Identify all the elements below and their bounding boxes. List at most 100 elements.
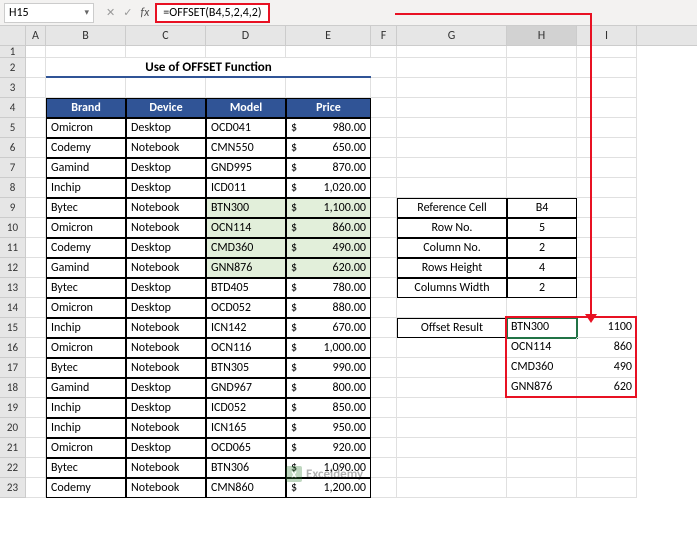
table-cell-price[interactable]: $650.00 <box>286 138 371 158</box>
cell[interactable] <box>26 238 46 258</box>
cell[interactable] <box>26 58 46 78</box>
table-cell-brand[interactable]: Omicron <box>46 438 126 458</box>
cell[interactable] <box>26 158 46 178</box>
col-header-A[interactable]: A <box>26 26 46 45</box>
cell[interactable] <box>371 318 397 338</box>
cell[interactable] <box>26 178 46 198</box>
col-header-E[interactable]: E <box>286 26 371 45</box>
cell[interactable] <box>371 378 397 398</box>
cell[interactable] <box>507 78 577 98</box>
cell[interactable] <box>397 458 507 478</box>
table-cell-price[interactable]: $850.00 <box>286 398 371 418</box>
table-cell-price[interactable]: $860.00 <box>286 218 371 238</box>
cell[interactable] <box>577 418 637 438</box>
row-header-18[interactable]: 18 <box>0 378 26 398</box>
cell[interactable] <box>371 238 397 258</box>
cell[interactable] <box>397 158 507 178</box>
col-header-G[interactable]: G <box>397 26 507 45</box>
table-cell-device[interactable]: Desktop <box>126 298 206 318</box>
table-cell-price[interactable]: $990.00 <box>286 358 371 378</box>
table-cell-brand[interactable]: Bytec <box>46 278 126 298</box>
cell[interactable] <box>371 178 397 198</box>
table-cell-brand[interactable]: Bytec <box>46 458 126 478</box>
table-cell-model[interactable]: ICD052 <box>206 398 286 418</box>
cell[interactable] <box>26 338 46 358</box>
cell[interactable] <box>26 46 46 58</box>
cell[interactable] <box>397 478 507 498</box>
cell[interactable] <box>371 118 397 138</box>
col-header-D[interactable]: D <box>206 26 286 45</box>
cell[interactable] <box>46 46 126 58</box>
table-cell-device[interactable]: Notebook <box>126 258 206 278</box>
table-cell-model[interactable]: CMD360 <box>206 238 286 258</box>
offset-result-cell[interactable]: 620 <box>577 378 637 398</box>
table-cell-model[interactable]: CMN550 <box>206 138 286 158</box>
cell[interactable] <box>507 398 577 418</box>
cell[interactable] <box>577 278 637 298</box>
table-cell-brand[interactable]: Gamind <box>46 158 126 178</box>
cell[interactable] <box>577 458 637 478</box>
table-cell-price[interactable]: $1,090.00 <box>286 458 371 478</box>
cell[interactable] <box>26 258 46 278</box>
cell[interactable] <box>371 58 397 78</box>
table-cell-price[interactable]: $670.00 <box>286 318 371 338</box>
offset-result-cell[interactable]: 1100 <box>577 318 637 338</box>
row-header-23[interactable]: 23 <box>0 478 26 498</box>
cell[interactable] <box>371 98 397 118</box>
offset-result-cell[interactable]: 860 <box>577 338 637 358</box>
cell[interactable] <box>26 278 46 298</box>
table-cell-model[interactable]: OCD041 <box>206 118 286 138</box>
cell[interactable] <box>371 358 397 378</box>
table-cell-device[interactable]: Desktop <box>126 278 206 298</box>
cell[interactable] <box>577 218 637 238</box>
row-header-4[interactable]: 4 <box>0 98 26 118</box>
table-cell-model[interactable]: ICD011 <box>206 178 286 198</box>
row-header-6[interactable]: 6 <box>0 138 26 158</box>
row-header-3[interactable]: 3 <box>0 78 26 98</box>
cell[interactable] <box>397 398 507 418</box>
table-cell-price[interactable]: $880.00 <box>286 298 371 318</box>
table-cell-price[interactable]: $950.00 <box>286 418 371 438</box>
cell[interactable] <box>577 78 637 98</box>
cell[interactable] <box>26 318 46 338</box>
table-cell-device[interactable]: Desktop <box>126 118 206 138</box>
row-header-7[interactable]: 7 <box>0 158 26 178</box>
formula-text[interactable]: =OFFSET(B4,5,2,4,2) <box>163 6 261 20</box>
cell[interactable] <box>26 478 46 498</box>
table-cell-price[interactable]: $920.00 <box>286 438 371 458</box>
cell[interactable] <box>371 338 397 358</box>
row-header-9[interactable]: 9 <box>0 198 26 218</box>
cell[interactable] <box>286 78 371 98</box>
table-cell-model[interactable]: OCD065 <box>206 438 286 458</box>
row-header-21[interactable]: 21 <box>0 438 26 458</box>
table-cell-model[interactable]: BTN300 <box>206 198 286 218</box>
table-cell-price[interactable]: $1,000.00 <box>286 338 371 358</box>
table-cell-price[interactable]: $870.00 <box>286 158 371 178</box>
table-cell-brand[interactable]: Omicron <box>46 218 126 238</box>
cell[interactable] <box>371 458 397 478</box>
table-cell-brand[interactable]: Inchip <box>46 398 126 418</box>
row-header-14[interactable]: 14 <box>0 298 26 318</box>
row-header-22[interactable]: 22 <box>0 458 26 478</box>
cell[interactable] <box>371 418 397 438</box>
cell[interactable] <box>507 98 577 118</box>
cell[interactable] <box>577 438 637 458</box>
table-cell-brand[interactable]: Omicron <box>46 118 126 138</box>
table-cell-price[interactable]: $980.00 <box>286 118 371 138</box>
table-cell-brand[interactable]: Omicron <box>46 298 126 318</box>
cell[interactable] <box>507 118 577 138</box>
table-cell-model[interactable]: CMN860 <box>206 478 286 498</box>
cell[interactable] <box>397 178 507 198</box>
table-cell-device[interactable]: Notebook <box>126 198 206 218</box>
cell[interactable] <box>397 338 507 358</box>
table-cell-device[interactable]: Notebook <box>126 478 206 498</box>
cell[interactable] <box>577 298 637 318</box>
table-cell-device[interactable]: Desktop <box>126 238 206 258</box>
table-cell-price[interactable]: $1,100.00 <box>286 198 371 218</box>
row-header-11[interactable]: 11 <box>0 238 26 258</box>
cell[interactable] <box>397 118 507 138</box>
cell[interactable] <box>371 438 397 458</box>
cell[interactable] <box>507 138 577 158</box>
cell[interactable] <box>371 198 397 218</box>
cell[interactable] <box>371 138 397 158</box>
